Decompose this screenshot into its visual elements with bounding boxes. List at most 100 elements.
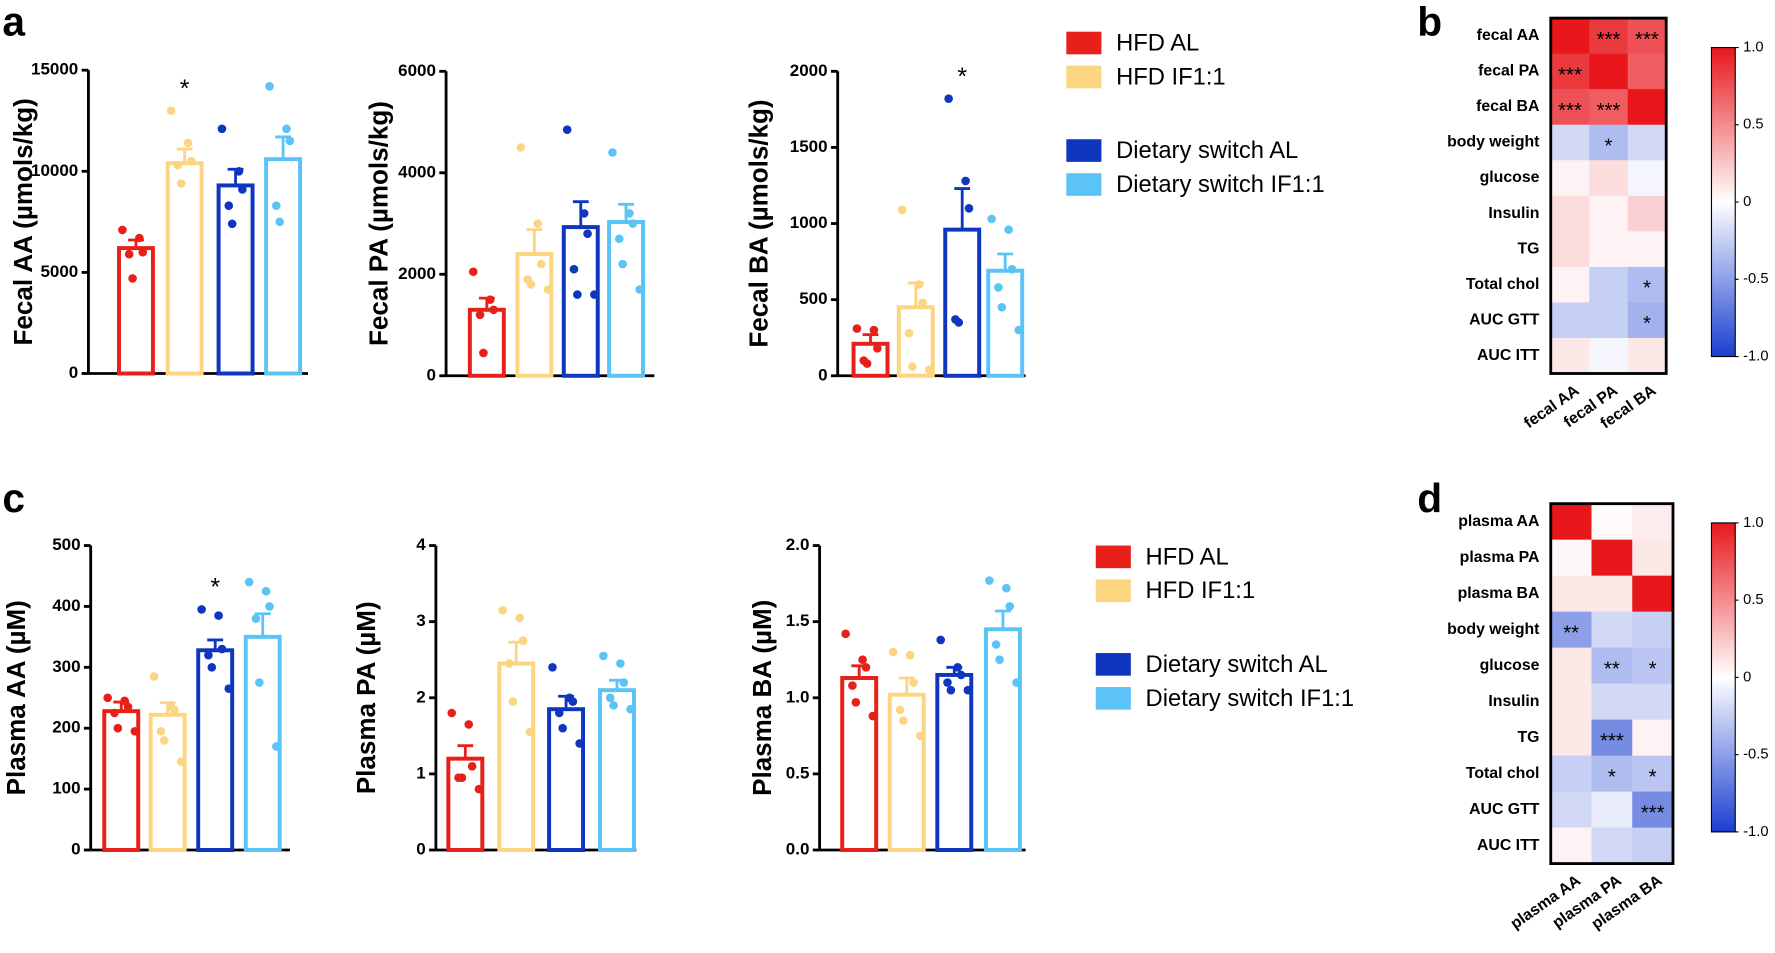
- heatmap-cell: [1550, 719, 1593, 757]
- data-point: [118, 225, 127, 235]
- data-point: [217, 644, 227, 654]
- data-point: [862, 359, 872, 368]
- colorbar-tick-label: 0: [1743, 194, 1751, 210]
- heatmap-cell: [1591, 791, 1633, 829]
- heatmap-cell: [1550, 755, 1593, 793]
- data-point: [467, 761, 477, 771]
- data-point: [156, 726, 166, 736]
- row-label: AUC GTT: [1469, 801, 1540, 818]
- significance-star: *: [210, 574, 220, 602]
- y-tick-label: 0: [69, 363, 78, 382]
- data-point: [997, 302, 1007, 312]
- legend-swatch: [1066, 65, 1102, 89]
- data-point: [525, 727, 535, 737]
- data-point: [234, 166, 244, 176]
- bar: [547, 707, 586, 852]
- heatmap-cell: [1589, 160, 1629, 197]
- bar: [561, 225, 600, 378]
- data-point: [954, 318, 964, 327]
- legend-swatch: [1095, 687, 1131, 710]
- heatmap-cell: [1627, 231, 1667, 268]
- data-point: [895, 705, 905, 715]
- data-point: [183, 138, 193, 148]
- data-point: [1014, 325, 1024, 335]
- data-point: [956, 670, 966, 680]
- heatmap-cell: [1550, 611, 1593, 649]
- heatmap-cell: [1627, 337, 1667, 375]
- legend-swatch: [1095, 653, 1131, 676]
- bar: [607, 220, 646, 378]
- heatmap-cell: [1550, 124, 1590, 161]
- y-tick-label: 0: [426, 365, 435, 384]
- y-tick-label: 4000: [398, 162, 436, 181]
- data-point: [616, 659, 625, 668]
- y-axis-label: Fecal BA (µmols/kg): [744, 99, 774, 347]
- bar: [986, 268, 1025, 378]
- significance-star: *: [1649, 659, 1657, 681]
- data-point: [909, 678, 918, 687]
- significance-star: *: [180, 75, 190, 103]
- row-label: body weight: [1447, 134, 1540, 151]
- legend-swatch: [1066, 31, 1102, 55]
- data-point: [505, 659, 514, 668]
- data-point: [964, 204, 974, 213]
- y-tick-label: 0.5: [786, 763, 810, 782]
- data-point: [869, 325, 879, 335]
- data-point: [285, 136, 295, 146]
- data-point: [204, 650, 213, 660]
- y-tick-label: 3: [416, 611, 425, 630]
- data-point: [123, 702, 133, 712]
- data-point: [1002, 583, 1011, 593]
- y-tick-label: 1: [416, 763, 425, 782]
- row-label: AUC ITT: [1477, 837, 1540, 854]
- colorbar-tick-label: -1.0: [1743, 824, 1768, 840]
- y-tick-label: 2: [416, 687, 425, 706]
- data-point: [518, 636, 528, 645]
- heatmap-cell: [1632, 647, 1674, 685]
- data-point: [244, 577, 254, 587]
- bar: [446, 756, 485, 852]
- heatmap-cell: [1589, 53, 1629, 90]
- row-label: Insulin: [1488, 205, 1539, 222]
- y-axis-label: Plasma PA (µM): [351, 601, 381, 794]
- heatmap-cell: [1589, 89, 1629, 126]
- data-point: [149, 672, 159, 681]
- heatmap-frame: [1549, 16, 1668, 375]
- data-point: [851, 698, 861, 707]
- row-label: fecal PA: [1478, 63, 1540, 80]
- legend-swatch: [1066, 139, 1102, 162]
- panel-label: d: [1417, 475, 1442, 521]
- data-point: [113, 723, 123, 733]
- bar: [943, 227, 982, 378]
- significance-star: ***: [1597, 29, 1621, 51]
- row-label: Total chol: [1466, 276, 1540, 293]
- y-tick-label: 2000: [790, 61, 828, 80]
- y-tick-label: 6000: [398, 61, 436, 80]
- data-point: [868, 711, 878, 721]
- data-point: [994, 283, 1003, 292]
- data-point: [1007, 264, 1017, 274]
- bar: [935, 672, 974, 852]
- heatmap-frame: [1549, 502, 1675, 866]
- data-point: [916, 731, 925, 741]
- y-tick-label: 0.0: [786, 839, 810, 858]
- heatmap-cell: [1550, 647, 1593, 685]
- heatmap-cell: [1632, 827, 1674, 865]
- data-point: [516, 143, 526, 152]
- data-point: [261, 586, 271, 596]
- y-tick-label: 10000: [31, 161, 78, 180]
- data-point: [897, 205, 907, 215]
- heatmap-cell: [1632, 611, 1674, 649]
- panel-label: b: [1417, 0, 1442, 45]
- heatmap-cell: [1589, 302, 1629, 339]
- data-point: [1004, 225, 1013, 234]
- row-label: TG: [1517, 729, 1539, 746]
- data-point: [848, 681, 857, 690]
- bar: [165, 161, 204, 376]
- heatmap-cell: [1591, 755, 1633, 793]
- colorbar-tick-label: 0: [1743, 669, 1751, 685]
- data-point: [251, 614, 261, 623]
- legend-label: Dietary switch AL: [1146, 651, 1328, 678]
- data-point: [159, 736, 169, 745]
- heatmap-cell: [1627, 160, 1667, 197]
